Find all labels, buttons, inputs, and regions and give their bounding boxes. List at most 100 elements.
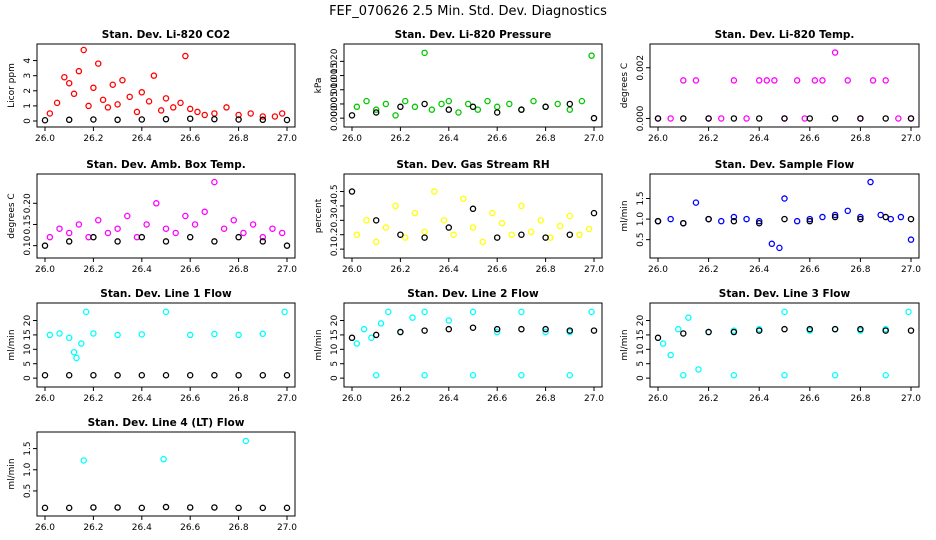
data-point <box>493 103 501 111</box>
data-point <box>194 108 201 116</box>
data-point <box>692 199 700 206</box>
data-point <box>566 371 574 379</box>
panel-title: Stan. Dev. Line 3 Flow <box>719 288 851 300</box>
baseline-point <box>493 325 501 333</box>
data-point <box>172 229 179 237</box>
y-axis-label: kPa <box>314 78 324 94</box>
x-tick-label: 26.2 <box>390 134 410 144</box>
chart-panel-3: Stan. Dev. Li-820 Temp. 26.0 26.2 26.4 26.6 2… <box>620 29 921 144</box>
chart-panel-7: Stan. Dev. Line 1 Flow 26.0 26.2 26.4 26.6 26… <box>7 288 297 404</box>
baseline-point <box>211 238 218 245</box>
chart-panel-4: Stan. Dev. Amb. Box Temp. 26.0 26.2 26.4 26.… <box>7 159 297 275</box>
baseline-point <box>806 217 814 225</box>
data-point <box>445 317 453 324</box>
baseline-point <box>421 234 428 241</box>
data-point <box>411 103 419 111</box>
y-tick-label: 1.0 <box>636 212 646 227</box>
x-tick-label: 27.0 <box>584 394 604 404</box>
y-tick-label: 1 <box>23 103 33 109</box>
baseline-point <box>469 103 477 111</box>
baseline-point <box>882 115 889 122</box>
baseline-point <box>730 328 738 336</box>
x-tick-label: 27.0 <box>901 265 921 275</box>
x-tick-label: 26.8 <box>229 265 249 275</box>
y-tick-label: 1.5 <box>636 191 646 205</box>
data-point <box>537 217 545 224</box>
y-axis-label: Licor ppm <box>7 63 17 108</box>
baseline-point <box>114 371 121 379</box>
data-point <box>431 188 438 195</box>
x-tick-label: 26.8 <box>229 394 249 404</box>
y-tick-label: 0.5 <box>636 232 646 246</box>
data-point <box>201 111 208 119</box>
baseline-point <box>469 205 477 213</box>
plot-frame <box>649 302 920 388</box>
y-tick-label: 20 <box>23 315 33 327</box>
data-point <box>46 331 54 339</box>
x-tick-label: 26.2 <box>699 394 719 404</box>
data-point <box>259 113 267 120</box>
data-point <box>438 100 445 108</box>
x-tick-label: 26.6 <box>487 394 507 404</box>
data-point <box>186 105 194 113</box>
data-point <box>392 202 399 210</box>
x-tick-label: 26.6 <box>487 134 507 144</box>
chart-panel-2: Stan. Dev. Li-820 Pressure 26.0 26.2 26.4 26… <box>314 29 604 144</box>
baseline-point <box>283 371 291 379</box>
data-point <box>819 213 826 221</box>
baseline-point <box>65 238 73 245</box>
x-tick-label: 26.0 <box>342 265 362 275</box>
data-point <box>182 212 189 220</box>
data-point <box>138 331 146 338</box>
chart-panel-1: Stan. Dev. Li-820 CO2 26.0 26.2 26.4 26.6 26.… <box>7 29 297 144</box>
baseline-point <box>680 330 687 337</box>
x-tick-label: 26.8 <box>229 523 249 533</box>
data-point <box>508 231 515 238</box>
y-tick-label: 0.15 <box>23 214 33 234</box>
baseline-point <box>705 115 712 122</box>
baseline-point <box>186 371 194 379</box>
baseline-point <box>259 504 267 512</box>
data-point <box>811 77 819 84</box>
data-point <box>905 308 912 316</box>
panel-title: Stan. Dev. Line 2 Flow <box>407 288 539 300</box>
baseline-point <box>348 112 356 119</box>
data-point <box>793 217 801 225</box>
data-point <box>578 97 586 105</box>
y-tick-label: 0.2 <box>330 228 340 242</box>
data-point <box>65 334 73 342</box>
baseline-point <box>65 116 73 124</box>
baseline-point <box>235 233 242 241</box>
baseline-point <box>705 215 712 223</box>
baseline-point <box>445 224 453 231</box>
data-point <box>269 225 276 232</box>
data-point <box>353 103 361 111</box>
data-point <box>882 371 889 379</box>
baseline-point <box>680 115 687 122</box>
baseline-point <box>755 115 763 122</box>
data-point <box>126 93 133 101</box>
data-point <box>242 437 250 445</box>
baseline-point <box>493 109 501 116</box>
x-tick-label: 27.0 <box>584 265 604 275</box>
data-point <box>211 110 218 117</box>
x-tick-label: 26.4 <box>439 265 459 275</box>
y-axis-label: degrees C <box>7 193 17 238</box>
data-point <box>460 195 467 202</box>
x-tick-label: 26.2 <box>83 394 103 404</box>
data-point <box>445 97 453 105</box>
data-point <box>585 225 593 233</box>
baseline-point <box>781 115 788 122</box>
plot-frame <box>343 173 603 259</box>
baseline-point <box>755 327 763 334</box>
data-point <box>80 457 87 464</box>
baseline-point <box>259 238 267 245</box>
data-point <box>382 224 390 231</box>
x-tick-label: 26.4 <box>132 523 152 533</box>
x-tick-label: 26.4 <box>132 134 152 144</box>
baseline-point <box>162 238 170 245</box>
x-tick-label: 27.0 <box>901 394 921 404</box>
y-tick-label: 0.005 <box>330 91 340 117</box>
data-point <box>469 308 477 316</box>
